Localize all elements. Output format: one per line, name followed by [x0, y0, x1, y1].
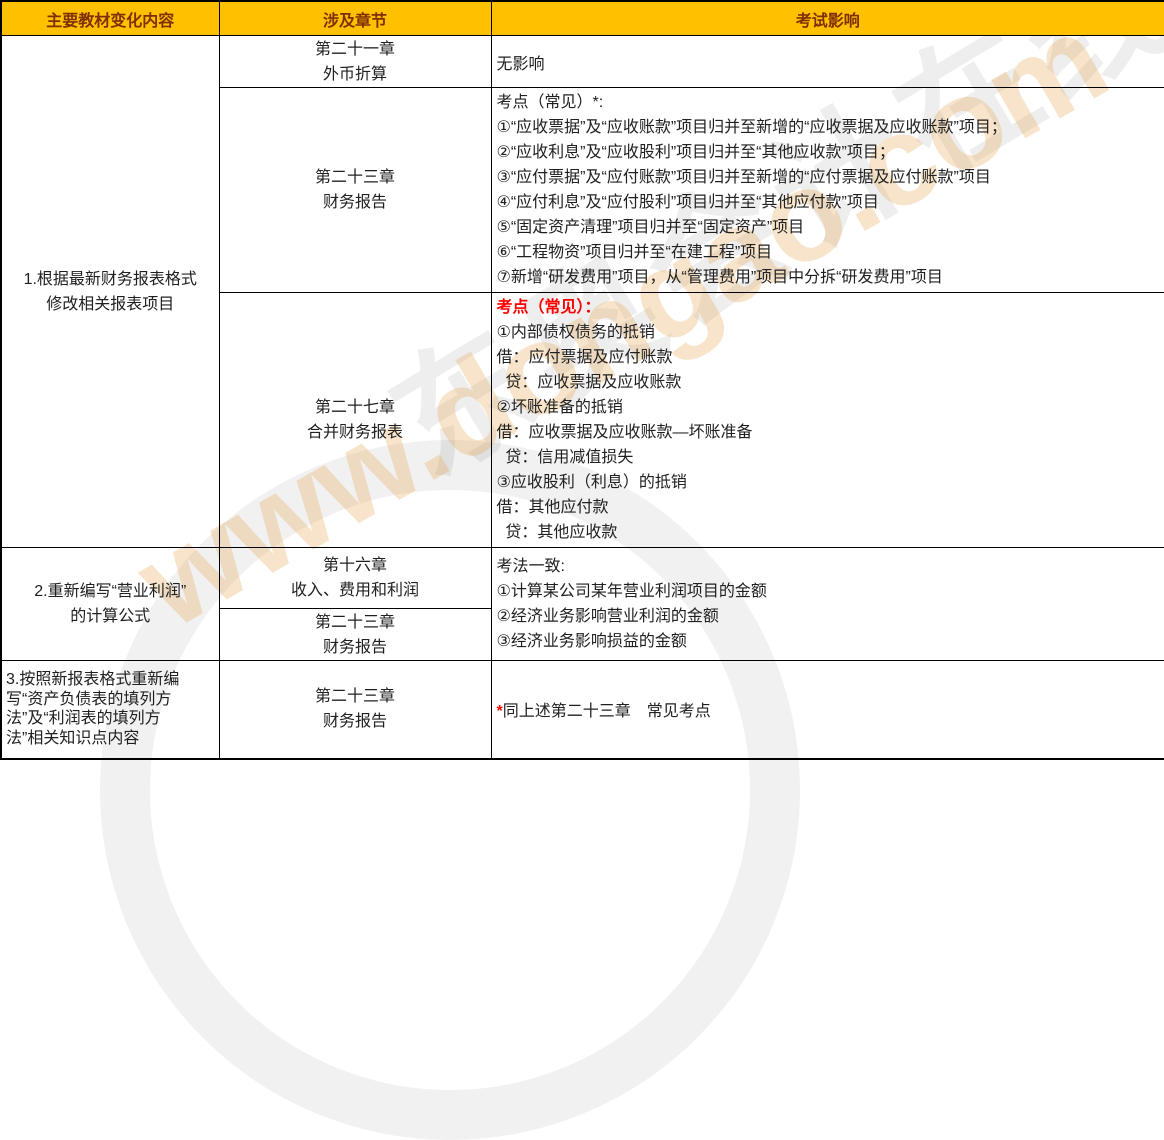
cell-change2-title: 2.重新编写“营业利润” 的计算公式	[1, 548, 219, 661]
impact-ch27-body: ①内部债权债务的抵销 借：应付票据及应付账款 贷：应收票据及应收账款 ②坏账准备…	[497, 320, 1160, 545]
cell-impact-ch21: 无影响	[491, 36, 1164, 88]
cell-chapter-21: 第二十一章 外币折算	[219, 36, 491, 88]
change1-title-text: 1.根据最新财务报表格式 修改相关报表项目	[2, 267, 219, 317]
cell-chapter-27: 第二十七章 合并财务报表	[219, 293, 491, 548]
cell-change1-title: 1.根据最新财务报表格式 修改相关报表项目	[1, 36, 219, 548]
impact-ch23-body: ①“应收票据”及“应收账款”项目归并至新增的“应收票据及应收账款”项目； ②“应…	[497, 115, 1160, 290]
textbook-changes-table: 主要教材变化内容 涉及章节 考试影响 1.根据最新财务报表格式 修改相关报表项目…	[0, 0, 1164, 760]
row-change3: 3.按照新报表格式重新编 写“资产负债表的填列方 法”及“利润表的填列方 法”相…	[1, 661, 1164, 759]
cell-impact-change2: 考法一致: ①计算某公司某年营业利润项目的金额 ②经济业务影响营业利润的金额 ③…	[491, 548, 1164, 661]
header-cell-impact: 考试影响	[491, 1, 1164, 36]
impact-change3-text: 同上述第二十三章 常见考点	[503, 703, 711, 720]
cell-chapter-16: 第十六章 收入、费用和利润	[219, 548, 491, 609]
impact-change2-text: 考法一致: ①计算某公司某年营业利润项目的金额 ②经济业务影响营业利润的金额 ③…	[497, 554, 1160, 654]
chapter-23-text: 第二十三章 财务报告	[220, 165, 491, 215]
cell-chapter-23b: 第二十三章 财务报告	[219, 609, 491, 661]
cell-impact-change3: *同上述第二十三章 常见考点	[491, 661, 1164, 759]
header-cell-chapters: 涉及章节	[219, 1, 491, 36]
cell-impact-ch23: 考点（常见）*: ①“应收票据”及“应收账款”项目归并至新增的“应收票据及应收账…	[491, 88, 1164, 293]
cell-impact-ch27: 考点（常见）： ①内部债权债务的抵销 借：应付票据及应付账款 贷：应收票据及应收…	[491, 293, 1164, 548]
impact-ch27-heading-red: 考点（常见）：	[497, 295, 1160, 320]
chapter-27-text: 第二十七章 合并财务报表	[220, 395, 491, 445]
row-change2-ch16: 2.重新编写“营业利润” 的计算公式 第十六章 收入、费用和利润 考法一致: ①…	[1, 548, 1164, 609]
cell-chapter-23c: 第二十三章 财务报告	[219, 661, 491, 759]
chapter-21-text: 第二十一章 外币折算	[220, 37, 491, 87]
change2-title-text: 2.重新编写“营业利润” 的计算公式	[2, 579, 219, 629]
chapter-16-text: 第十六章 收入、费用和利润	[220, 553, 491, 603]
header-cell-content: 主要教材变化内容	[1, 1, 219, 36]
impact-ch23-heading: 考点（常见）*:	[497, 90, 1160, 115]
change3-title-text: 3.按照新报表格式重新编 写“资产负债表的填列方 法”及“利润表的填列方 法”相…	[2, 668, 219, 750]
cell-chapter-23: 第二十三章 财务报告	[219, 88, 491, 293]
cell-change3-title: 3.按照新报表格式重新编 写“资产负债表的填列方 法”及“利润表的填列方 法”相…	[1, 661, 219, 759]
chapter-23b-text: 第二十三章 财务报告	[220, 610, 491, 660]
row-change1-ch21: 1.根据最新财务报表格式 修改相关报表项目 第二十一章 外币折算 无影响	[1, 36, 1164, 88]
chapter-23c-text: 第二十三章 财务报告	[220, 684, 491, 734]
impact-ch21-text: 无影响	[492, 48, 1164, 76]
header-row: 主要教材变化内容 涉及章节 考试影响	[1, 1, 1164, 36]
